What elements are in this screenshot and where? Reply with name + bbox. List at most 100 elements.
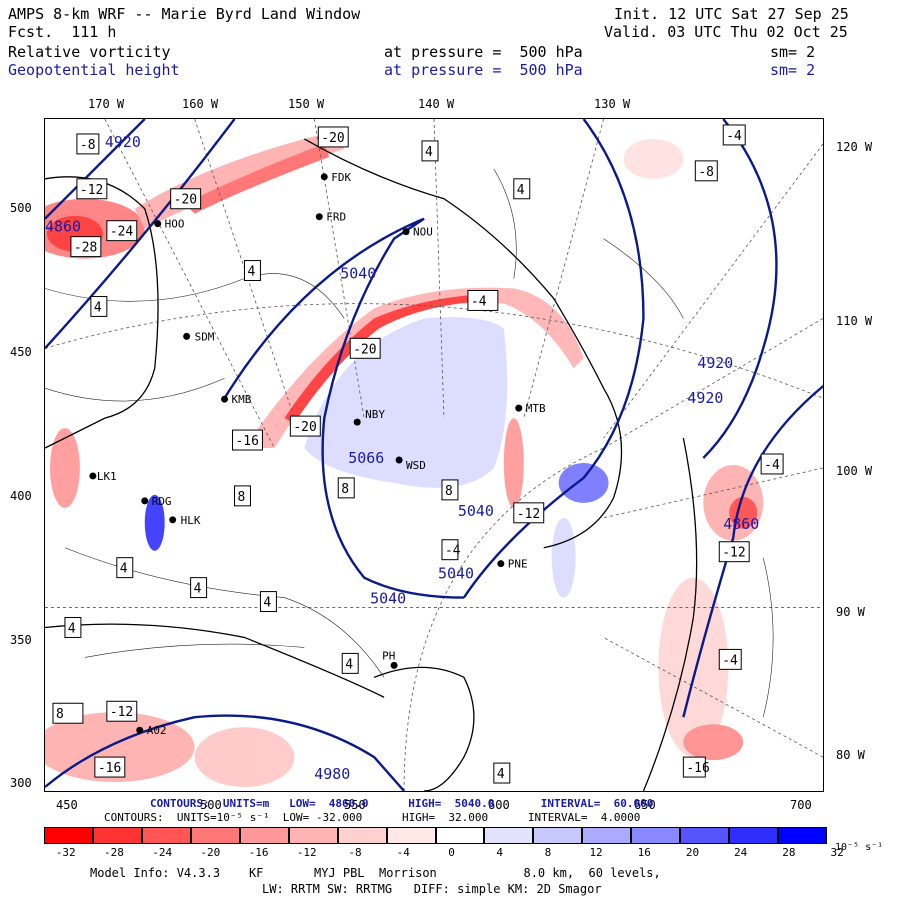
svg-text:4: 4 (68, 621, 76, 636)
svg-text:-16: -16 (98, 761, 121, 776)
colorbar-label: 16 (637, 846, 651, 859)
station-label: FDK (331, 171, 351, 184)
svg-text:4: 4 (497, 767, 505, 782)
station-label: SDM (195, 330, 215, 343)
svg-text:-4: -4 (722, 653, 738, 668)
colorbar-swatch (778, 827, 827, 844)
field2-level: at pressure = 500 hPa (384, 61, 583, 79)
station-label: PNE (508, 558, 528, 571)
colorbar-label: -8 (348, 846, 362, 859)
colorbar-label: 4 (496, 846, 504, 859)
init-time: Init. 12 UTC Sat 27 Sep 25 (614, 5, 849, 23)
colorbar-swatch (386, 827, 436, 844)
svg-text:4: 4 (94, 300, 102, 315)
height-contour-info: CONTOURS: UNITS=m LOW= 4860.0 HIGH= 5040… (150, 797, 654, 810)
colorbar-label: 0 (448, 846, 455, 859)
station-label: FRD (326, 211, 346, 224)
colorbar-label: 12 (589, 846, 603, 859)
right-tick: 90 W (836, 605, 865, 619)
svg-text:4: 4 (425, 145, 433, 160)
svg-text:4: 4 (345, 657, 353, 672)
colorbar-label: 24 (734, 846, 748, 859)
svg-text:-20: -20 (321, 131, 344, 146)
svg-text:4: 4 (517, 183, 525, 198)
svg-text:8: 8 (56, 707, 64, 722)
model-physics: LW: RRTM SW: RRTMG DIFF: simple KM: 2D S… (262, 882, 602, 896)
station-markers: FDK FRD NOU HOO SDM KMB NBY MTB WSD RDG … (89, 171, 546, 737)
station-label: RDG (152, 495, 172, 508)
colorbar-unit: 10⁻⁵ s⁻¹ (835, 842, 884, 853)
colorbar-swatch (288, 827, 338, 844)
svg-text:-8: -8 (698, 165, 714, 180)
svg-text:-20: -20 (353, 342, 376, 357)
colorbar-label: -32 (55, 846, 76, 859)
top-tick: 140 W (418, 97, 455, 111)
svg-text:-4: -4 (726, 129, 742, 144)
station-label: NBY (365, 408, 385, 421)
top-tick: 160 W (182, 97, 219, 111)
right-tick: 120 W (836, 140, 873, 154)
colorbar-label: 32 (830, 846, 844, 859)
colorbar-swatch (190, 827, 240, 844)
station-label: PH (382, 649, 395, 662)
svg-text:4: 4 (194, 582, 202, 597)
station-label: MTB (526, 402, 546, 415)
svg-text:4: 4 (263, 596, 271, 611)
bottom-tick: 450 (56, 798, 78, 812)
svg-text:-12: -12 (80, 183, 103, 198)
height-label: 5040 (458, 502, 494, 520)
colorbar-label: -28 (104, 846, 124, 859)
svg-text:-12: -12 (722, 546, 745, 561)
station-label: LK1 (97, 470, 117, 483)
left-tick: 400 (10, 489, 32, 503)
field2-smoothing: sm= 2 (770, 61, 816, 79)
height-label: 5066 (348, 449, 384, 467)
svg-text:-20: -20 (293, 420, 316, 435)
height-label: 4980 (314, 765, 350, 783)
colorbar-swatch (680, 827, 730, 844)
colorbar-swatch (729, 827, 779, 844)
bottom-tick: 600 (488, 798, 510, 812)
svg-text:-4: -4 (471, 294, 487, 309)
field1-smoothing: sm= 2 (770, 43, 816, 61)
svg-text:4: 4 (120, 562, 128, 577)
top-tick: 170 W (88, 97, 125, 111)
bottom-tick: 650 (634, 798, 656, 812)
bottom-tick: 500 (200, 798, 222, 812)
colorbar-swatch (44, 827, 93, 844)
map-panel: FDK FRD NOU HOO SDM KMB NBY MTB WSD RDG … (44, 118, 824, 792)
height-label: 4920 (687, 389, 723, 407)
left-tick: 350 (10, 633, 32, 647)
svg-text:-4: -4 (445, 544, 461, 559)
height-label: 5040 (340, 265, 376, 283)
colorbar-swatch (239, 827, 289, 844)
map-title: AMPS 8-km WRF -- Marie Byrd Land Window (8, 5, 361, 23)
height-label: 4860 (45, 218, 81, 236)
station-label: WSD (406, 459, 426, 472)
vorticity-contour-info: CONTOURS: UNITS=10⁻⁵ s⁻¹ LOW= -32.000 HI… (104, 811, 641, 824)
svg-text:-20: -20 (174, 193, 197, 208)
field1-level: at pressure = 500 hPa (384, 43, 583, 61)
colorbar-swatch (533, 827, 583, 844)
colorbar-label: 8 (544, 846, 552, 859)
station-label: A02 (147, 724, 167, 737)
colorbar-label: -16 (248, 846, 269, 859)
right-tick: 100 W (836, 464, 873, 478)
svg-text:-16: -16 (236, 434, 259, 449)
svg-text:-4: -4 (764, 458, 780, 473)
colorbar-swatch (484, 827, 534, 844)
svg-text:4: 4 (247, 265, 255, 280)
model-info: Model Info: V4.3.3 KF MYJ PBL Morrison 8… (90, 866, 661, 880)
valid-time: Valid. 03 UTC Thu 02 Oct 25 (604, 23, 848, 41)
svg-text:-24: -24 (110, 225, 134, 240)
forecast-hour: Fcst. 111 h (8, 23, 117, 41)
station-label: KMB (232, 393, 252, 406)
svg-text:8: 8 (341, 482, 349, 497)
top-tick: 130 W (594, 97, 631, 111)
svg-text:8: 8 (445, 484, 453, 499)
svg-text:-12: -12 (110, 705, 133, 720)
svg-text:-28: -28 (74, 241, 97, 256)
top-tick: 150 W (288, 97, 325, 111)
colorbar-swatch (631, 827, 681, 844)
colorbar-swatch (141, 827, 191, 844)
